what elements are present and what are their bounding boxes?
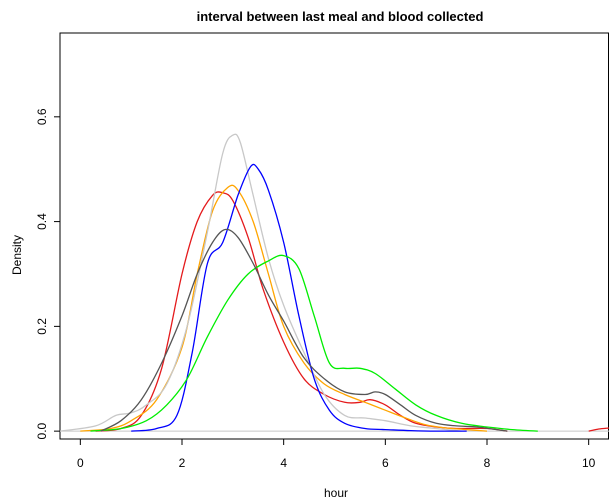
chart-title: interval between last meal and blood col… bbox=[197, 9, 484, 24]
x-tick-label: 8 bbox=[484, 456, 491, 470]
density-line-6 bbox=[100, 228, 508, 432]
x-tick-label: 2 bbox=[179, 456, 186, 470]
x-tick-label: 10 bbox=[582, 456, 596, 470]
x-axis-label: hour bbox=[324, 486, 348, 500]
x-axis: 0 2 4 6 8 10 bbox=[77, 439, 596, 470]
density-line-3 bbox=[59, 133, 462, 432]
density-line-7 bbox=[588, 427, 609, 432]
density-line-5 bbox=[90, 254, 538, 432]
x-tick-label: 4 bbox=[280, 456, 287, 470]
y-tick-label: 0.2 bbox=[35, 318, 49, 335]
plot-frame bbox=[59, 32, 609, 440]
density-line-4 bbox=[131, 163, 467, 432]
y-tick-label: 0.0 bbox=[35, 422, 49, 439]
density-line-2 bbox=[80, 184, 488, 432]
y-axis: 0.0 0.2 0.4 0.6 bbox=[35, 108, 60, 439]
density-line-1 bbox=[95, 191, 508, 432]
x-tick-label: 0 bbox=[77, 456, 84, 470]
y-tick-label: 0.6 bbox=[35, 108, 49, 125]
y-axis-label: Density bbox=[10, 235, 24, 275]
y-tick-label: 0.4 bbox=[35, 213, 49, 230]
x-tick-label: 6 bbox=[382, 456, 389, 470]
